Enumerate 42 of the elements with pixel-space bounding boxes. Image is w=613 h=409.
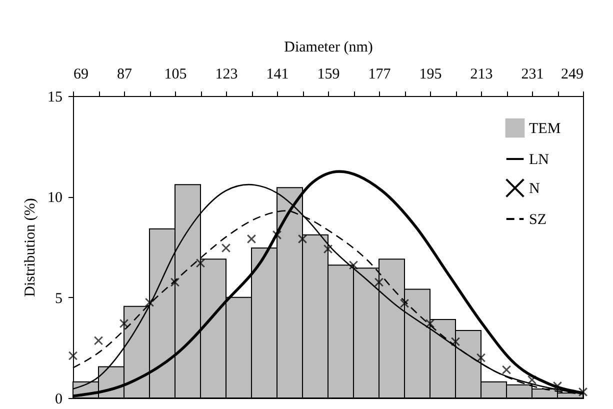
point (450, 337, 460, 346)
legend-label: SZ (529, 212, 547, 228)
x-tick-label: 231 (521, 66, 544, 82)
point (400, 298, 410, 308)
point (425, 318, 435, 328)
x-tick-label: 249 (561, 66, 584, 82)
point (94, 336, 104, 346)
point (170, 278, 180, 287)
x-axis-title: Diameter (nm) (284, 40, 373, 56)
x-tick-label: 123 (215, 66, 238, 82)
point (374, 278, 384, 287)
legend-label: LN (529, 152, 550, 168)
point (119, 318, 129, 328)
point (502, 365, 512, 374)
point (196, 258, 206, 268)
x-tick-label: 87 (117, 66, 132, 82)
point (476, 353, 486, 362)
y-tick-label: 10 (48, 190, 62, 206)
y-tick-label: 5 (55, 290, 62, 307)
y-tick-label: 0 (55, 392, 62, 408)
point (246, 234, 256, 244)
point (298, 234, 308, 244)
x-tick-label: 177 (368, 66, 392, 82)
y-axis-title: Distribution (%) (22, 198, 38, 297)
legend-label: TEM (529, 121, 561, 137)
point (552, 381, 562, 391)
point (348, 260, 358, 270)
y-tick-label: 15 (48, 90, 62, 106)
x-tick-label: 69 (74, 66, 88, 82)
point (527, 375, 537, 385)
point (323, 244, 333, 254)
point (272, 230, 282, 240)
point (578, 387, 588, 397)
x-tick-label: 195 (419, 66, 442, 82)
point (221, 243, 231, 253)
x-tick-label: 159 (317, 66, 340, 82)
x-tick-label: 141 (266, 66, 289, 82)
x-tick-label: 105 (164, 66, 187, 82)
point (68, 351, 78, 360)
point (144, 298, 154, 307)
legend-label: N (529, 181, 540, 197)
x-tick-label: 213 (470, 66, 493, 82)
